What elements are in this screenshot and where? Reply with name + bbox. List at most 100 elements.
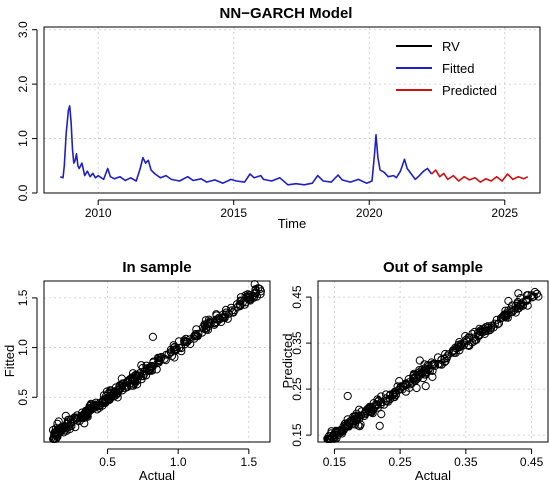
scatter-point	[366, 402, 375, 411]
timeseries-x-tick-label: 2015	[220, 206, 247, 220]
scatter-point	[211, 318, 220, 328]
out-of-sample-plot-box	[317, 280, 549, 443]
scatter-point	[476, 326, 485, 335]
out-of-sample-x-tick-label: 0.45	[520, 455, 544, 469]
timeseries-y-tick-label: 0.0	[16, 184, 30, 201]
scatter-point	[185, 335, 194, 344]
timeseries-x-tick-label: 2010	[85, 206, 112, 220]
scatter-point	[425, 366, 434, 375]
in-sample-grid	[44, 281, 270, 442]
scatter-point	[461, 332, 470, 341]
scatter-point	[529, 292, 538, 301]
scatter-point	[475, 331, 484, 340]
in-sample-y-axis: 0.5 1.0 1.5	[16, 289, 38, 406]
scatter-point	[100, 398, 109, 407]
in-sample-panel: In sample 0.5 1.0 1.5 0.5 1.0 1.5 Actual Fit…	[2, 259, 271, 483]
scatter-point	[180, 340, 190, 349]
scatter-point	[233, 302, 242, 311]
timeseries-y-tick-label: 3.0	[16, 21, 30, 38]
out-of-sample-y-tick-label: 0.45	[290, 285, 304, 309]
scatter-point	[202, 320, 211, 329]
scatter-point	[73, 411, 82, 420]
in-sample-x-tick-label: 0.5	[99, 455, 116, 469]
scatter-point	[412, 383, 421, 393]
scatter-point	[128, 369, 138, 378]
in-sample-points	[48, 280, 265, 443]
scatter-point	[80, 419, 89, 428]
scatter-point	[153, 353, 163, 362]
timeseries-y-axis: 0.0 1.0 2.0 3.0	[16, 21, 38, 201]
legend-label-fitted: Fitted	[442, 61, 475, 76]
scatter-point	[417, 369, 426, 378]
scatter-point	[369, 405, 378, 414]
scatter-point	[256, 287, 265, 296]
scatter-point	[441, 357, 450, 366]
scatter-point	[492, 315, 501, 324]
series-line-predicted	[431, 169, 529, 183]
scatter-point	[464, 341, 473, 350]
scatter-point	[484, 323, 493, 332]
scatter-point	[164, 350, 173, 359]
scatter-point	[502, 311, 511, 320]
in-sample-x-tick-label: 1.0	[170, 455, 187, 469]
scatter-point	[456, 342, 465, 351]
series-line-fitted	[59, 105, 433, 186]
timeseries-x-axis-title: Time	[278, 216, 306, 231]
scatter-point	[390, 387, 399, 396]
scatter-point	[256, 289, 265, 299]
scatter-point	[251, 285, 260, 294]
out-of-sample-y-axis-title: Predicted	[280, 334, 295, 389]
scatter-point	[365, 404, 374, 413]
scatter-point	[200, 324, 209, 333]
scatter-point	[376, 400, 385, 409]
scatter-point	[460, 340, 469, 349]
timeseries-grid	[44, 27, 540, 194]
scatter-point	[194, 329, 203, 338]
out-of-sample-x-tick-label: 0.25	[388, 455, 412, 469]
out-of-sample-x-axis-title: Actual	[415, 468, 451, 483]
out-of-sample-x-tick-label: 0.15	[323, 455, 347, 469]
scatter-point	[513, 299, 522, 308]
in-sample-y-tick-label: 0.5	[16, 389, 30, 406]
scatter-point	[108, 390, 117, 399]
scatter-point	[100, 395, 109, 404]
scatter-point	[454, 340, 463, 350]
scatter-point	[244, 292, 253, 301]
scatter-point	[420, 366, 429, 375]
scatter-point	[390, 393, 399, 402]
scatter-point	[343, 391, 352, 401]
out-of-sample-x-tick-label: 0.35	[454, 455, 478, 469]
out-of-sample-y-tick-label: 0.15	[290, 423, 304, 447]
in-sample-y-tick-label: 1.0	[16, 339, 30, 356]
scatter-point	[514, 289, 523, 298]
scatter-point	[193, 331, 202, 340]
scatter-point	[414, 372, 423, 381]
timeseries-y-tick-label: 2.0	[16, 75, 30, 92]
scatter-point	[486, 326, 495, 335]
scatter-point	[490, 319, 499, 328]
scatter-point	[53, 430, 62, 439]
scatter-point	[251, 288, 260, 297]
scatter-point	[236, 297, 245, 306]
scatter-point	[144, 365, 153, 374]
scatter-point	[428, 361, 437, 370]
scatter-point	[504, 296, 513, 306]
in-sample-plot-box	[43, 280, 271, 443]
scatter-point	[200, 321, 210, 330]
legend-label-predicted: Predicted	[442, 83, 497, 98]
scatter-point	[401, 380, 410, 389]
scatter-point	[375, 421, 384, 430]
in-sample-x-axis: 0.5 1.0 1.5	[99, 448, 257, 469]
scatter-point	[102, 397, 111, 406]
scatter-point	[331, 428, 340, 437]
scatter-point	[127, 374, 136, 383]
scatter-point	[513, 304, 522, 313]
out-of-sample-y-axis: 0.15 0.25 0.35 0.45	[290, 285, 312, 447]
scatter-point	[523, 301, 532, 310]
scatter-point	[70, 413, 79, 422]
scatter-point	[534, 292, 543, 301]
timeseries-x-tick-label: 2025	[491, 206, 518, 220]
scatter-point	[444, 350, 453, 359]
legend-label-rv: RV	[442, 39, 460, 54]
scatter-point	[148, 332, 157, 341]
